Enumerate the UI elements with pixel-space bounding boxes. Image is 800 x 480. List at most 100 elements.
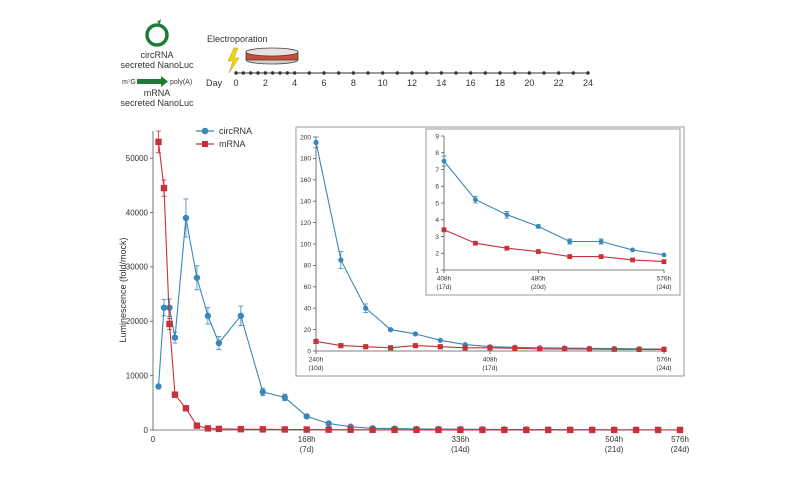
schematic: circRNA secreted NanoLuc m⁷G poly(A) mRN… xyxy=(120,19,593,108)
mrna-point xyxy=(661,346,667,352)
y-tick-label: 0 xyxy=(144,426,149,435)
x-tick-sublabel: (24d) xyxy=(671,445,690,454)
timepoint-dot xyxy=(380,71,385,75)
day-tick-label: 0 xyxy=(233,78,238,88)
mrna-point xyxy=(630,257,635,263)
mrna-point xyxy=(391,426,398,434)
x-tick-sublabel: (24d) xyxy=(656,284,671,291)
circrna-point xyxy=(204,312,212,320)
circrna-point xyxy=(237,312,245,320)
timepoint-dot xyxy=(292,71,297,75)
x-tick-sublabel: (17d) xyxy=(482,365,497,372)
circrna-point xyxy=(325,420,332,427)
timepoint-dot xyxy=(439,71,444,75)
circrna-point xyxy=(259,388,266,396)
mrna-point xyxy=(504,245,510,251)
mrna-point xyxy=(632,426,640,434)
y-tick-label: 50000 xyxy=(126,154,149,163)
x-tick-label: 576h xyxy=(671,435,689,444)
mrna-point xyxy=(303,426,310,433)
mrna-point xyxy=(369,426,376,433)
x-tick-sublabel: (14d) xyxy=(451,445,470,454)
legend-circrna-marker xyxy=(201,127,209,135)
mrna-point xyxy=(193,422,201,429)
mrna-point xyxy=(512,345,518,351)
mrna-point xyxy=(281,426,288,433)
legend: circRNA mRNA xyxy=(196,126,252,149)
mrna-point xyxy=(487,345,493,351)
mrna-point xyxy=(462,345,468,351)
timepoint-dot xyxy=(270,71,275,75)
mrna-point xyxy=(215,425,223,433)
mrna-point xyxy=(435,426,442,434)
mrna-label: mRNA xyxy=(144,88,171,98)
timepoint-dot xyxy=(263,71,268,75)
main-series xyxy=(155,130,684,434)
x-tick-label: 504h xyxy=(605,435,623,444)
x-tick-sublabel: (24d) xyxy=(656,365,671,372)
x-tick-label: 576h xyxy=(657,357,672,364)
day-axis-label: Day xyxy=(206,78,223,88)
mrna-point xyxy=(661,259,667,265)
mrna-point xyxy=(441,227,447,233)
timepoint-dot xyxy=(468,71,473,75)
x-tick-sublabel: (10d) xyxy=(308,365,323,372)
y-tick-label: 30000 xyxy=(126,263,149,272)
circrna-point xyxy=(412,331,419,337)
timepoint-dot xyxy=(307,71,312,75)
mrna-point xyxy=(338,343,344,349)
day-tick-label: 14 xyxy=(436,78,446,88)
circrna-point xyxy=(215,339,223,347)
x-tick-sublabel: (7d) xyxy=(300,445,315,454)
mrna-point xyxy=(182,405,190,412)
inset1-axes: 0 20 40 60 80 100 120 140 160 180 200 240h(10d) 408h… xyxy=(300,134,671,372)
y-tick-label: 8 xyxy=(435,150,439,157)
mrna-polya-label: poly(A) xyxy=(170,79,192,86)
mrna-secreted-label: secreted NanoLuc xyxy=(120,98,194,108)
mrna-point xyxy=(155,138,162,146)
day-tick-label: 24 xyxy=(583,78,593,88)
circrna-point xyxy=(338,257,344,263)
y-axis-title: Luminescence (fold/mock) xyxy=(118,237,128,342)
mrna-point xyxy=(654,426,662,434)
x-tick-label: 336h xyxy=(452,435,470,444)
y-tick-label: 2 xyxy=(435,251,439,258)
x-tick-label: 408h xyxy=(483,357,498,364)
mrna-point xyxy=(588,426,596,434)
timepoint-dot xyxy=(395,71,400,75)
timepoint-dot xyxy=(278,71,282,75)
y-tick-label: 10000 xyxy=(126,371,149,380)
mrna-point xyxy=(586,346,593,352)
y-tick-label: 80 xyxy=(304,263,312,270)
legend-mrna-label: mRNA xyxy=(219,139,246,149)
timepoint-dot xyxy=(512,71,517,75)
day-tick-label: 6 xyxy=(321,78,326,88)
y-tick-label: 60 xyxy=(304,284,312,291)
mrna-point xyxy=(412,343,419,349)
circrna-point xyxy=(182,214,190,222)
mrna-point xyxy=(611,346,617,352)
circrna-point xyxy=(473,197,478,203)
mrna-point xyxy=(160,184,168,192)
y-tick-label: 3 xyxy=(435,234,439,241)
x-tick-label: 240h xyxy=(309,357,324,364)
legend-circrna-label: circRNA xyxy=(219,126,252,136)
circrna-point xyxy=(630,247,635,253)
timepoint-dot xyxy=(322,71,326,75)
mrna-point xyxy=(387,345,394,351)
timepoint-dot xyxy=(248,71,253,75)
mrna-point xyxy=(567,254,573,259)
timepoint-dot xyxy=(571,71,576,75)
day-tick-label: 10 xyxy=(378,78,388,88)
timepoint-dot xyxy=(410,71,414,75)
timepoint-dot xyxy=(424,71,429,75)
x-tick-label: 408h xyxy=(437,276,452,283)
x-tick-sublabel: (17d) xyxy=(436,284,451,291)
day-tick-label: 2 xyxy=(263,78,268,88)
circrna-ring-icon xyxy=(145,19,169,47)
mrna-series-line xyxy=(443,229,665,263)
day-tick-label: 16 xyxy=(466,78,476,88)
culture-dish-icon xyxy=(245,47,299,65)
timepoint-dot xyxy=(241,71,246,75)
mrna-point xyxy=(457,426,464,434)
